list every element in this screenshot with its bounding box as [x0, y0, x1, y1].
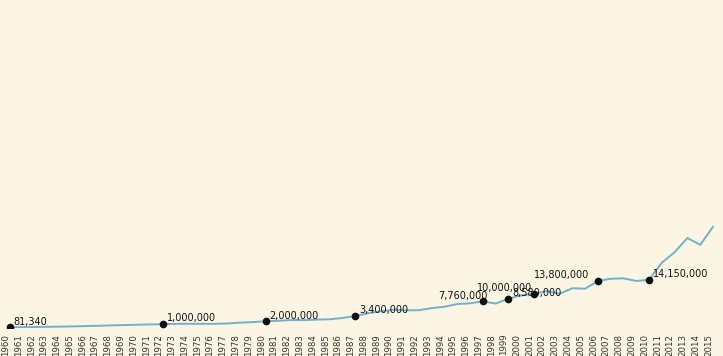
- Text: 10,000,000: 10,000,000: [476, 283, 532, 293]
- Text: 8,580,000: 8,580,000: [513, 288, 562, 298]
- Text: 1,000,000: 1,000,000: [167, 314, 216, 324]
- Text: 13,800,000: 13,800,000: [534, 270, 589, 280]
- Text: 81,340: 81,340: [14, 316, 48, 326]
- Text: 3,400,000: 3,400,000: [359, 305, 408, 315]
- Text: 2,000,000: 2,000,000: [270, 310, 319, 320]
- Text: 14,150,000: 14,150,000: [653, 269, 709, 279]
- Text: 7,760,000: 7,760,000: [438, 290, 487, 301]
